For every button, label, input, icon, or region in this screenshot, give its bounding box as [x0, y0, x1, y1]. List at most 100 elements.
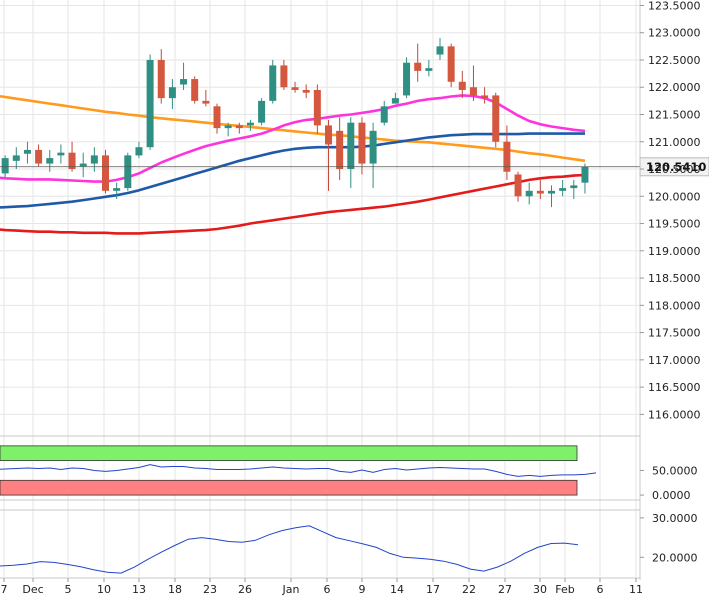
moving-average-line: [0, 173, 586, 235]
last-price-marker: 120.5410: [0, 157, 709, 177]
y-tick-label: 122.5000: [648, 54, 701, 67]
candle-body: [124, 155, 132, 189]
moving-average-line: [0, 94, 586, 163]
oscillator-zone: [0, 445, 578, 462]
candle-body: [403, 62, 411, 96]
candle-body: [313, 89, 321, 126]
candle-body: [258, 100, 266, 123]
candle-body: [336, 130, 344, 170]
candle-body: [168, 87, 176, 99]
candle-body: [280, 65, 288, 88]
candle-body: [369, 130, 377, 164]
x-tick-label: Dec: [22, 583, 43, 596]
oscillator-zone: [0, 479, 578, 496]
x-tick-label: 30: [533, 583, 547, 596]
y-tick-label: 118.5000: [648, 272, 701, 285]
candle-body: [548, 190, 555, 194]
y-tick-label: 122.0000: [648, 81, 701, 94]
y-tick-label: 116.0000: [648, 408, 701, 421]
candle-body: [202, 100, 210, 104]
x-tick-label: 23: [203, 583, 217, 596]
candle-body: [581, 166, 589, 183]
oscillator-2-line: [0, 525, 579, 574]
x-tick-label: Jan: [282, 583, 300, 596]
candle-body: [503, 141, 511, 172]
candle-body: [79, 163, 87, 167]
candle-body: [46, 158, 54, 164]
candle-body: [1, 158, 9, 174]
x-tick-label: 5: [65, 583, 72, 596]
candle-body: [68, 152, 76, 170]
osc1-tick-label: 0.0000: [652, 489, 691, 502]
x-tick-label: 10: [97, 583, 111, 596]
oscillator-panel-1: 50.0000 0.0000: [0, 435, 698, 502]
price-y-axis: 123.5000 123.0000 122.5000 122.0000 121.5000…: [640, 0, 701, 421]
x-tick-label: 14: [390, 583, 404, 596]
x-tick-label: 6: [597, 583, 604, 596]
candle-body: [191, 79, 199, 101]
osc1-tick-label: 50.0000: [652, 464, 698, 477]
candle-body: [358, 122, 366, 164]
oscillator-panel-2: 30.0000 20.0000: [0, 509, 698, 574]
candle-body: [325, 125, 332, 145]
x-tick-label: 22: [462, 583, 476, 596]
y-tick-label: 116.5000: [648, 381, 701, 394]
candle-body: [302, 89, 310, 93]
candle-body: [246, 122, 254, 126]
x-tick-label: Feb: [555, 583, 574, 596]
candle-body: [157, 59, 165, 99]
candle-body: [380, 106, 388, 123]
candle-body: [35, 149, 43, 164]
y-tick-label: 117.0000: [648, 354, 701, 367]
candle-body: [224, 125, 232, 129]
y-tick-label: 117.5000: [648, 327, 701, 340]
candle-body: [180, 79, 188, 85]
osc2-tick-label: 30.0000: [652, 512, 698, 525]
candle-body: [469, 87, 477, 96]
osc2-tick-label: 20.0000: [652, 551, 698, 564]
candle-body: [525, 190, 533, 197]
y-tick-label: 120.5000: [648, 163, 701, 176]
moving-average-line: [0, 132, 585, 209]
x-tick-label: 26: [238, 583, 252, 596]
candle-body: [235, 125, 243, 129]
x-tick-label: 11: [629, 583, 643, 596]
candle-body: [492, 95, 500, 142]
candle-body: [213, 106, 221, 129]
x-tick-label: 13: [132, 583, 146, 596]
candle-body: [559, 188, 567, 191]
x-tick-label: 17: [426, 583, 440, 596]
candle-body: [391, 98, 399, 104]
y-tick-label: 121.0000: [648, 136, 701, 149]
candle-body: [12, 155, 20, 161]
x-tick-label: 27: [498, 583, 512, 596]
candle-body: [23, 149, 31, 154]
candle-body: [135, 147, 143, 156]
candle-body: [425, 68, 433, 71]
y-tick-label: 123.0000: [648, 27, 701, 40]
x-tick-label: 6: [324, 583, 331, 596]
last-price-box: [639, 157, 709, 177]
candle-body: [57, 152, 65, 156]
candle-body: [514, 174, 522, 197]
candle-body: [291, 87, 299, 90]
candle-body: [436, 46, 444, 55]
moving-average-line: [0, 94, 586, 183]
y-tick-label: 120.0000: [648, 190, 701, 203]
x-tick-label: 9: [359, 583, 366, 596]
candle-body: [414, 62, 422, 71]
y-tick-label: 123.5000: [648, 0, 701, 12]
x-tick-label: 18: [168, 583, 182, 596]
last-price-label: 120.5410: [646, 160, 706, 174]
candle-body: [90, 155, 98, 164]
candle-body: [481, 95, 489, 99]
candle-body: [570, 185, 578, 189]
candle-body: [269, 65, 277, 101]
candle-body: [536, 190, 544, 194]
y-tick-label: 121.5000: [648, 108, 701, 121]
moving-average-lines: [0, 94, 586, 235]
candle-body: [102, 155, 109, 191]
candle-body: [113, 188, 121, 191]
candlestick-series: [1, 38, 589, 208]
